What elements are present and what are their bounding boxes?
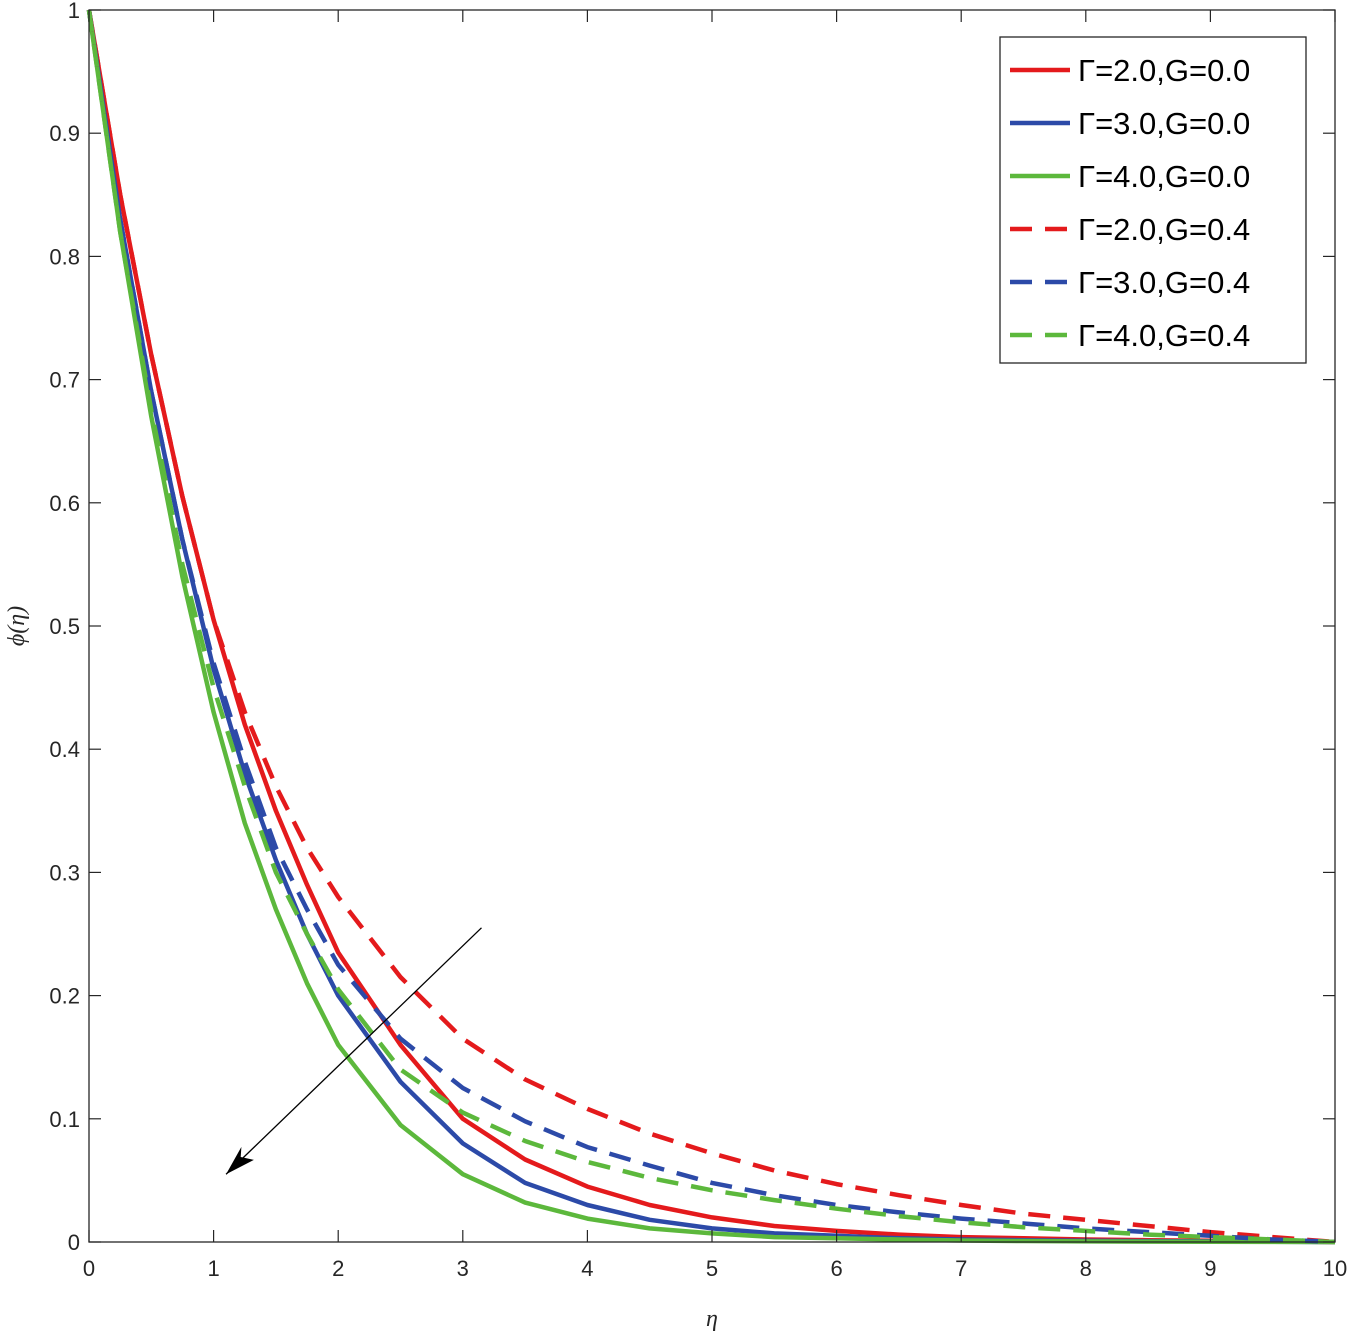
legend-label-2: Γ=3.0,G=0.0 [1078,106,1250,141]
legend-label-6: Γ=4.0,G=0.4 [1078,318,1250,353]
x-tick-label: 7 [955,1256,967,1281]
x-tick-label: 1 [207,1256,219,1281]
annotation-arrow-shaft [225,927,482,1175]
x-tick-label: 8 [1080,1256,1092,1281]
legend-label-3: Γ=4.0,G=0.0 [1078,159,1250,194]
y-tick-label: 0.8 [49,244,80,269]
legend: Γ=2.0,G=0.0 Γ=3.0,G=0.0 Γ=4.0,G=0.0 Γ=2.0,G… [999,36,1307,364]
x-tick-label: 5 [706,1256,718,1281]
annotation-arrow-head [226,1146,254,1175]
y-tick-label: 0.7 [49,368,80,393]
x-tick-label: 4 [581,1256,593,1281]
y-tick-label: 0.2 [49,984,80,1009]
x-tick-label: 10 [1323,1256,1347,1281]
x-tick-label: 3 [457,1256,469,1281]
x-tick-label: 0 [83,1256,95,1281]
y-tick-label: 0.6 [49,491,80,516]
annotation-layer [225,927,482,1175]
legend-box [999,36,1307,364]
x-tick-label: 6 [830,1256,842,1281]
x-axis-label: η [706,1306,718,1332]
series-line-5 [86,9,1336,1245]
y-tick-label: 0 [68,1230,80,1255]
x-tick-label: 9 [1204,1256,1216,1281]
y-tick-label: 1 [68,0,80,23]
y-tick-label: 0.4 [49,737,80,762]
x-tick-label: 2 [332,1256,344,1281]
axes-layer: 0 1 2 3 4 5 6 7 8 9 10 0 0.1 0.2 0.3 0.4 0.5 0.6 0.7 0.8 0.9… [4,0,1347,1332]
y-tick-label: 0.5 [49,614,80,639]
series-line-4 [86,9,1336,1245]
legend-label-4: Γ=2.0,G=0.4 [1078,212,1250,247]
y-tick-label: 0.3 [49,860,80,885]
y-tick-label: 0.1 [49,1107,80,1132]
y-tick-label: 0.9 [49,121,80,146]
legend-label-1: Γ=2.0,G=0.0 [1078,53,1250,88]
legend-label-5: Γ=3.0,G=0.4 [1078,265,1250,300]
y-axis-label: ϕ(η) [4,606,30,646]
